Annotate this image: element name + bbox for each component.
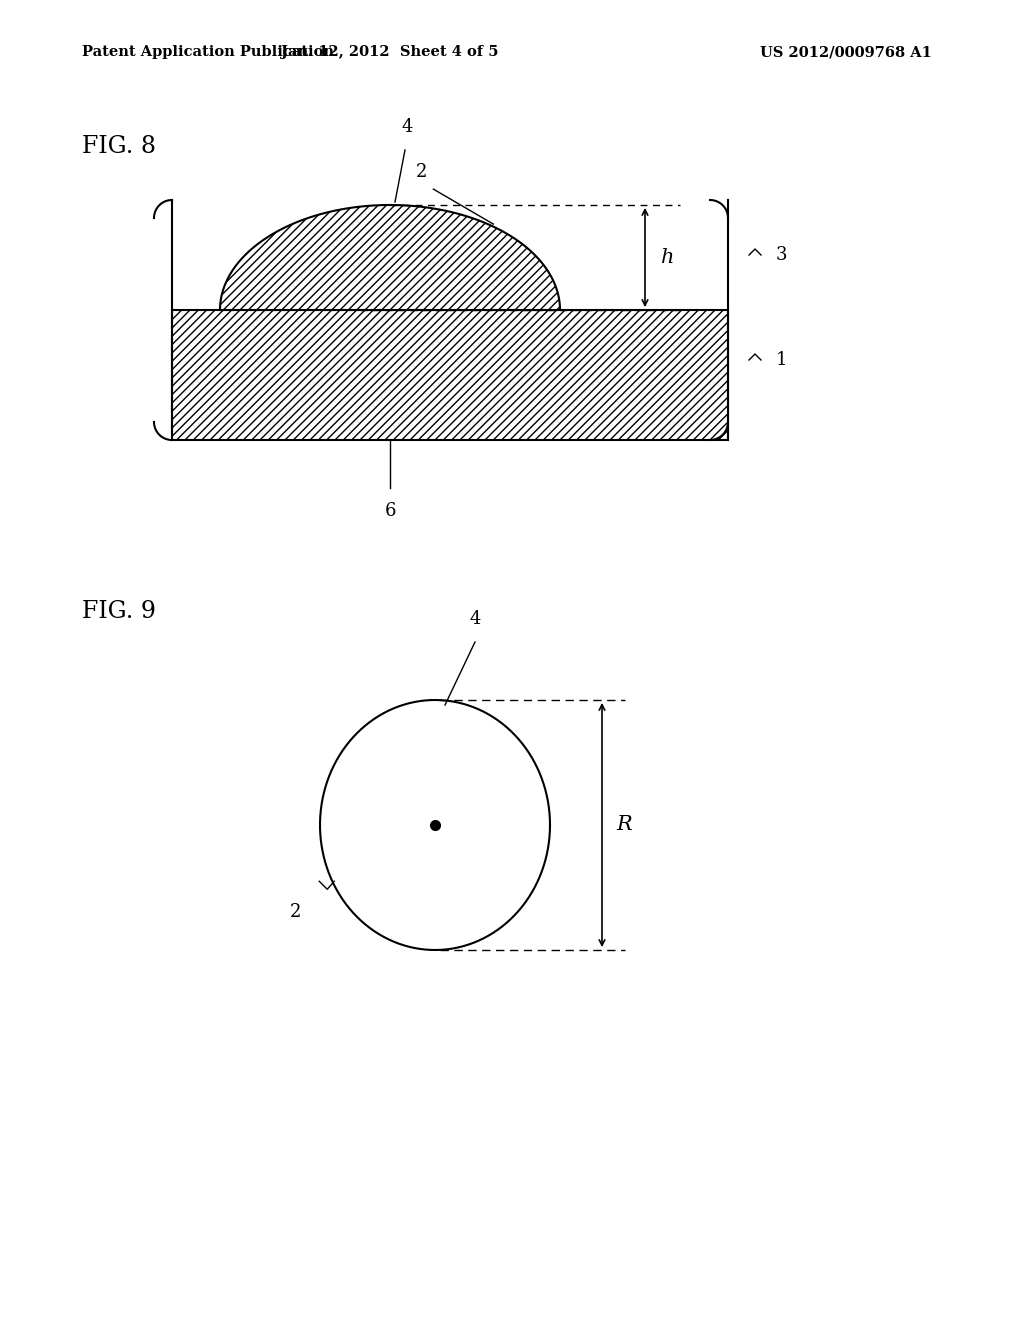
Polygon shape [220, 205, 560, 310]
Text: 4: 4 [469, 610, 480, 628]
Text: 1: 1 [776, 351, 787, 370]
Text: h: h [662, 248, 675, 267]
Text: 2: 2 [290, 903, 301, 921]
Text: 4: 4 [401, 117, 413, 136]
Text: FIG. 9: FIG. 9 [82, 601, 156, 623]
Text: 3: 3 [776, 246, 787, 264]
Text: FIG. 8: FIG. 8 [82, 135, 156, 158]
Text: US 2012/0009768 A1: US 2012/0009768 A1 [760, 45, 932, 59]
Text: Jan. 12, 2012  Sheet 4 of 5: Jan. 12, 2012 Sheet 4 of 5 [282, 45, 499, 59]
Text: 2: 2 [416, 164, 427, 181]
Text: Patent Application Publication: Patent Application Publication [82, 45, 334, 59]
Polygon shape [172, 310, 728, 440]
Text: 6: 6 [384, 502, 395, 520]
Text: R: R [616, 816, 632, 834]
